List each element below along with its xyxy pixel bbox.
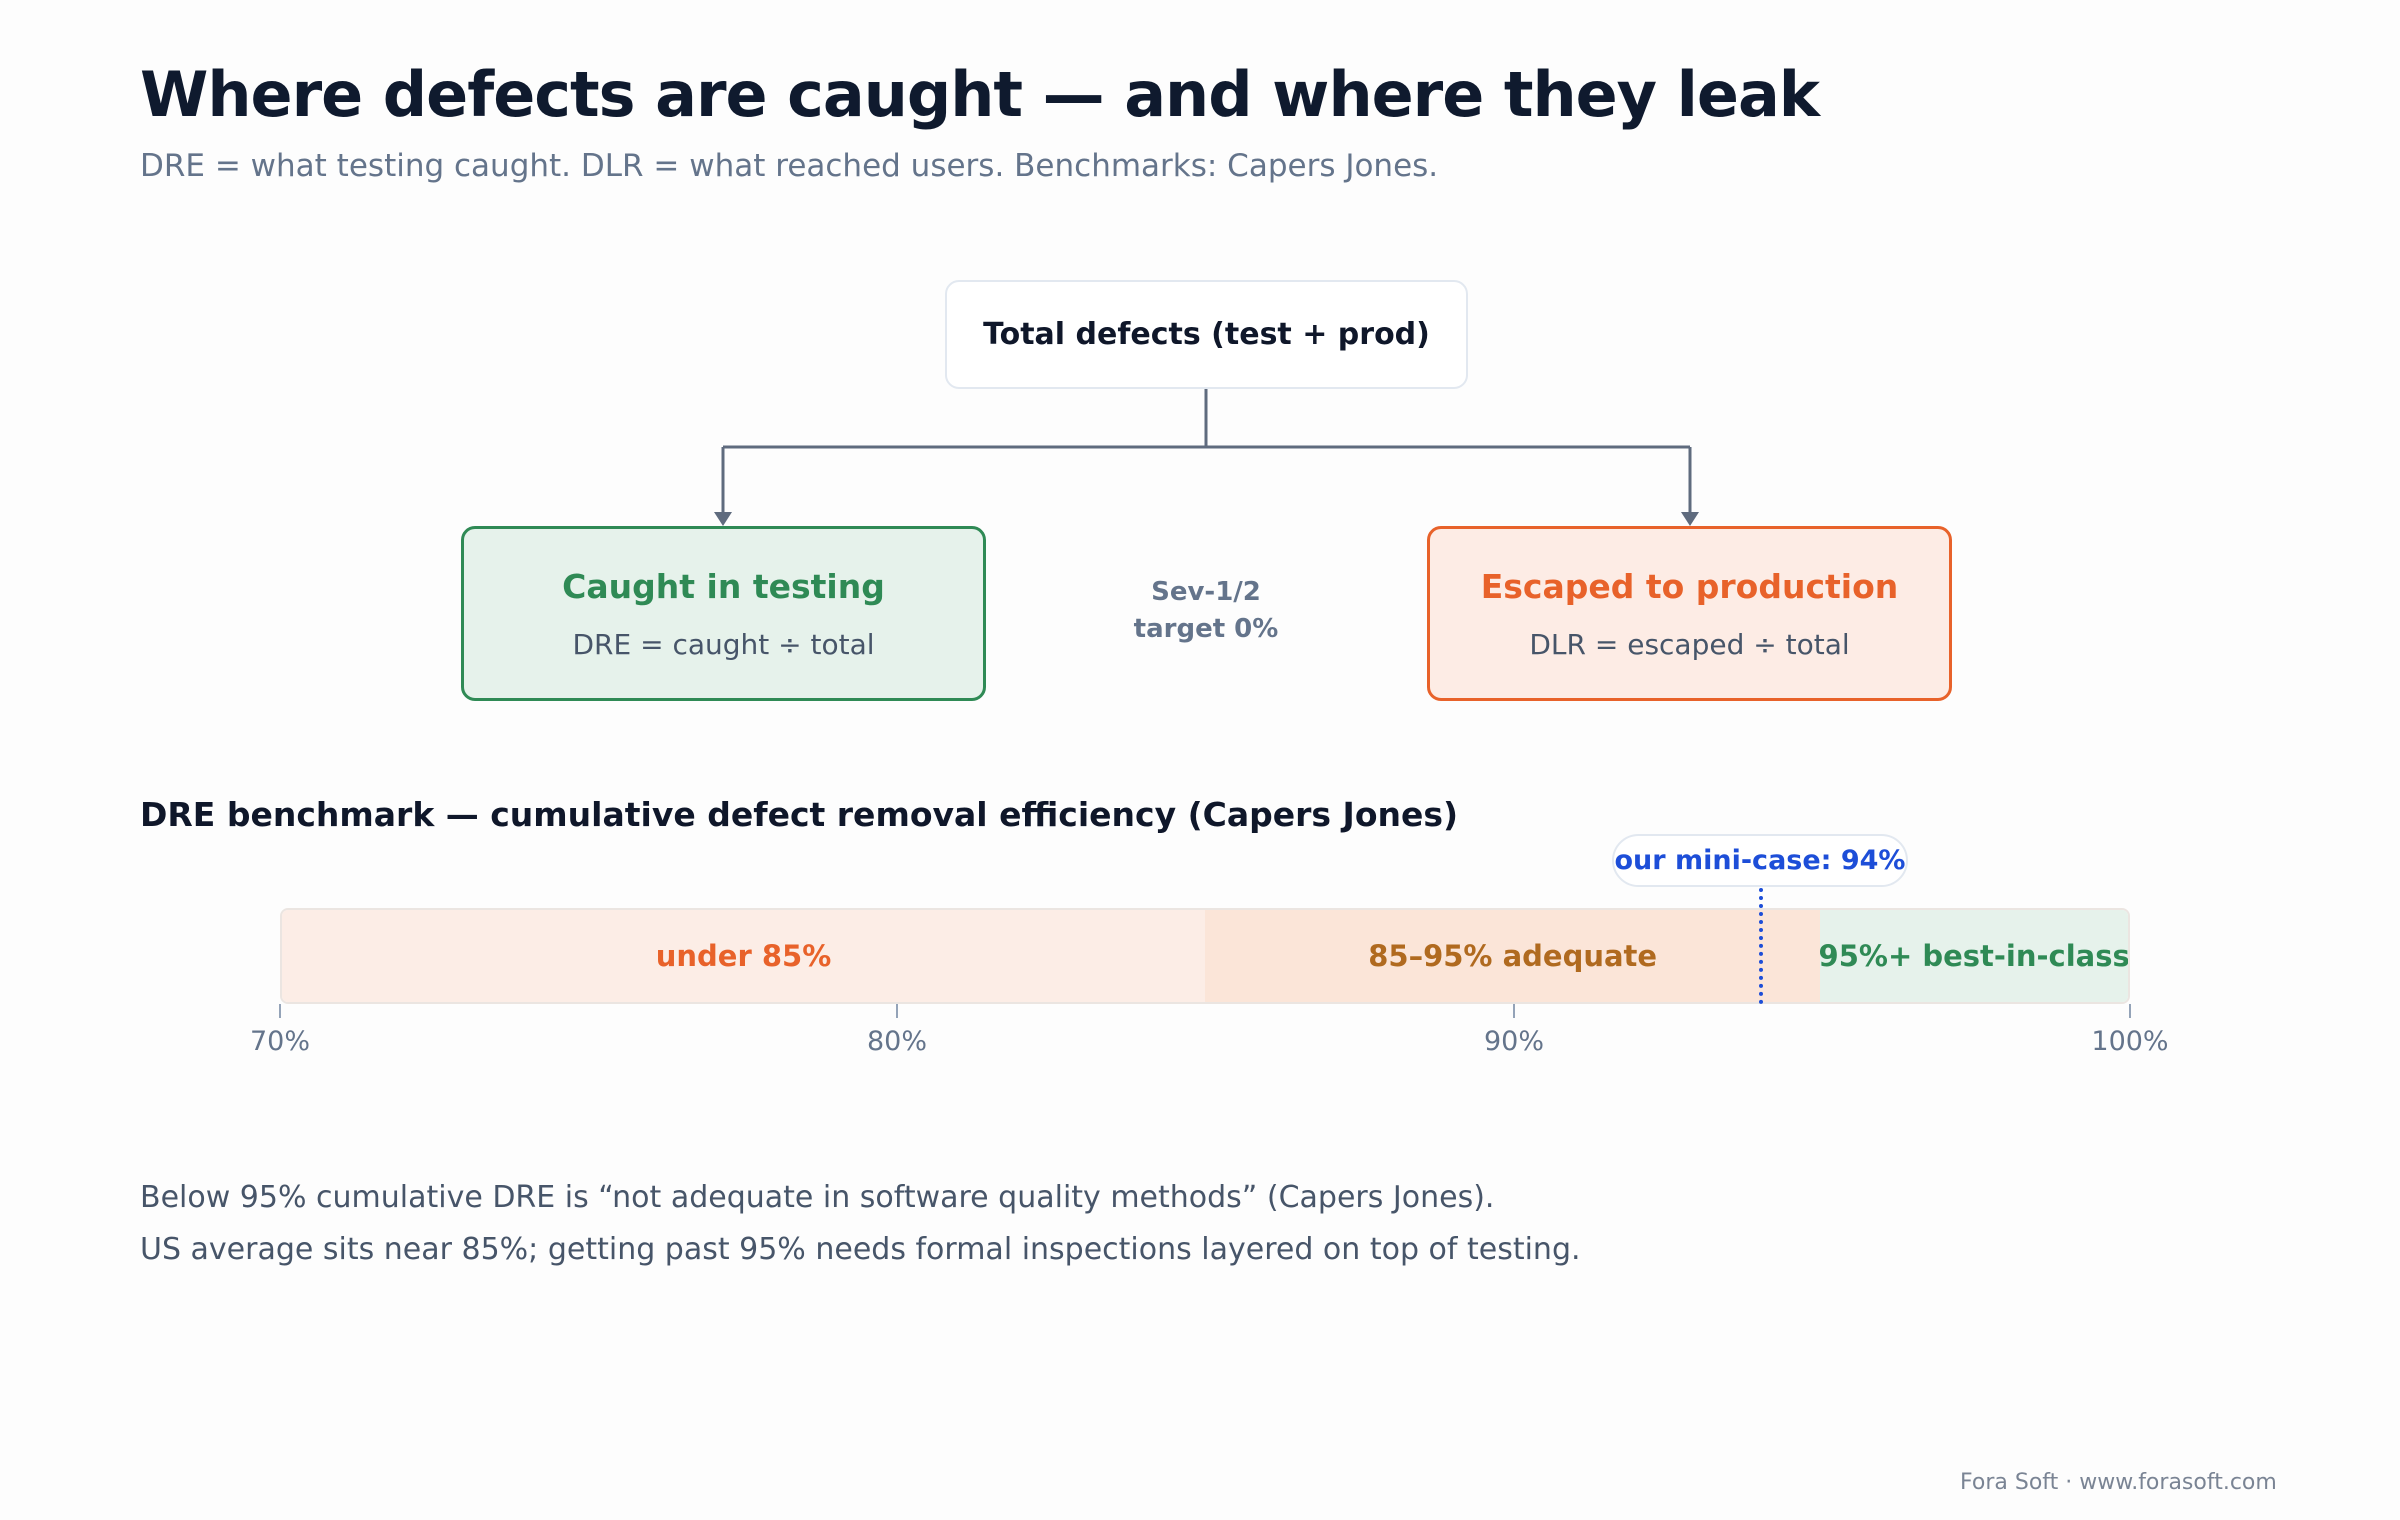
tick-label-70: 70%: [249, 1026, 310, 1057]
tick-100: [2129, 1004, 2131, 1018]
dre-formula: DRE = caught ÷ total: [572, 627, 875, 661]
caught-in-testing-node: Caught in testing DRE = caught ÷ total: [461, 526, 986, 701]
tick-label-100: 100%: [2091, 1026, 2169, 1057]
page-title: Where defects are caught — and where the…: [140, 58, 1820, 131]
total-defects-label: Total defects (test + prod): [983, 317, 1430, 352]
footer-credit: Fora Soft · www.forasoft.com: [1960, 1470, 2277, 1495]
escaped-to-production-node: Escaped to production DLR = escaped ÷ to…: [1427, 526, 1952, 701]
page-subtitle: DRE = what testing caught. DLR = what re…: [140, 148, 1439, 184]
mini-case-marker-label: our mini-case: 94%: [1612, 834, 1908, 887]
note-line-1: Below 95% cumulative DRE is “not adequat…: [140, 1180, 1495, 1215]
dlr-formula: DLR = escaped ÷ total: [1529, 627, 1850, 661]
tick-70: [279, 1004, 281, 1018]
arrow-left-icon: [714, 512, 732, 526]
benchmark-band-track: under 85% 85–95% adequate 95%+ best-in-c…: [280, 908, 2130, 1004]
caught-title: Caught in testing: [562, 566, 885, 606]
total-defects-node: Total defects (test + prod): [945, 280, 1468, 389]
band-best-in-class: 95%+ best-in-class: [1819, 910, 2128, 1002]
note-line-2: US average sits near 85%; getting past 9…: [140, 1232, 1581, 1267]
band-adequate: 85–95% adequate: [1205, 910, 1821, 1002]
mini-case-marker-line: [1758, 888, 1763, 1004]
tick-90: [1513, 1004, 1515, 1018]
benchmark-title: DRE benchmark — cumulative defect remova…: [140, 795, 1459, 834]
tree-connector: [714, 389, 1699, 526]
sev-label: Sev-1/2: [1151, 577, 1261, 607]
sev-target-note: Sev-1/2 target 0%: [1106, 574, 1306, 648]
escaped-title: Escaped to production: [1480, 566, 1899, 606]
sev-target: target 0%: [1133, 614, 1279, 644]
tick-label-90: 90%: [1483, 1026, 1544, 1057]
arrow-right-icon: [1681, 512, 1699, 526]
band-under-85: under 85%: [282, 910, 1205, 1002]
tick-80: [896, 1004, 898, 1018]
tick-label-80: 80%: [866, 1026, 927, 1057]
